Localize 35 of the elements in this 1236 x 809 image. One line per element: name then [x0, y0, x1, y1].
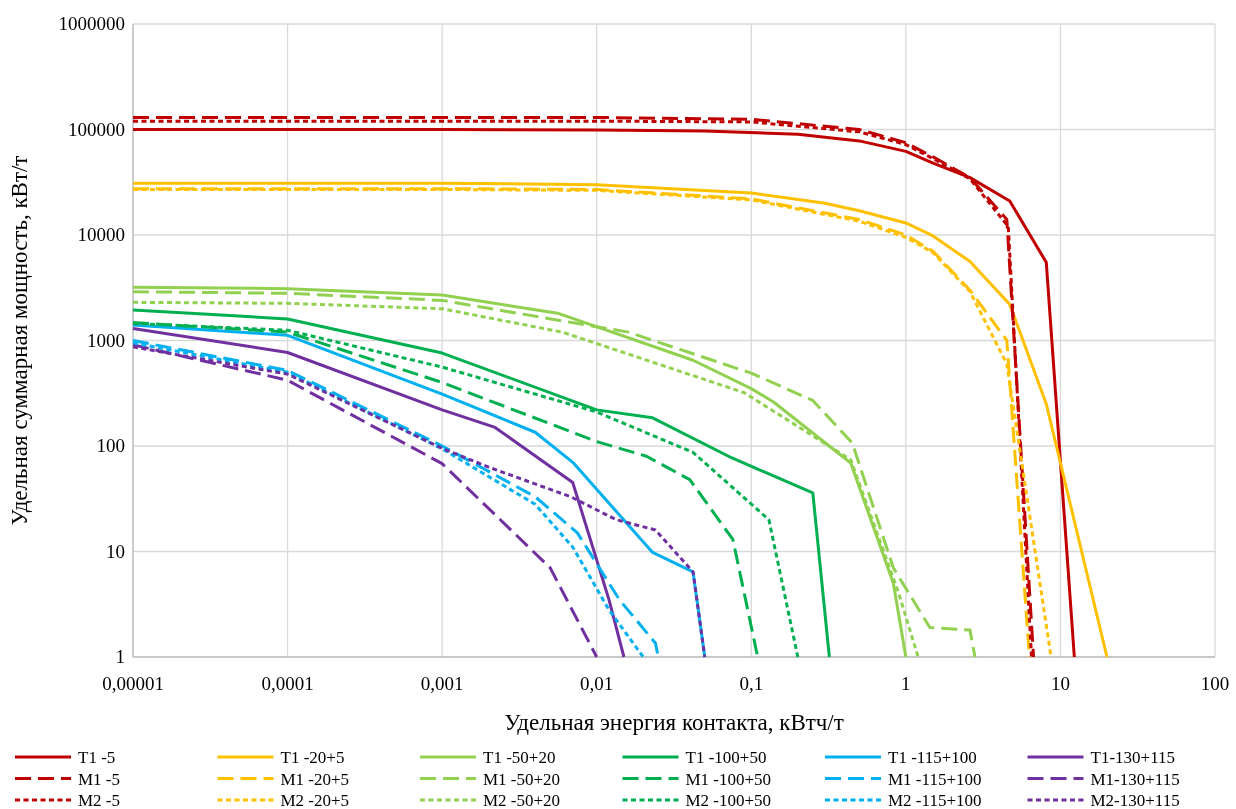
x-tick-label: 0,1 — [739, 673, 764, 694]
x-tick-label: 0,001 — [420, 673, 464, 694]
x-tick-label: 0,01 — [580, 673, 614, 694]
legend-label: T1 -5 — [78, 748, 116, 767]
y-tick-label: 1000 — [87, 329, 125, 351]
y-tick-label: 10000 — [77, 224, 125, 245]
y-axis-title: Удельная суммарная мощность, кВт/т — [7, 155, 32, 526]
x-tick-label: 10 — [1050, 673, 1070, 694]
legend-label: T1-130+115 — [1090, 748, 1176, 767]
legend-label: T1 -115+100 — [888, 748, 977, 767]
legend-label: M1 -115+100 — [888, 769, 982, 789]
x-tick-label: 1 — [901, 673, 911, 694]
legend-label: M2 -100+50 — [685, 791, 772, 809]
legend-label: M1 -50+20 — [483, 769, 561, 789]
x-tick-label: 0,00001 — [102, 673, 164, 694]
x-axis-title: Удельная энергия контакта, кВтч/т — [504, 710, 844, 735]
y-tick-label: 100000 — [68, 118, 125, 140]
y-tick-label: 100 — [96, 435, 125, 456]
legend-label: M1 -20+5 — [280, 769, 350, 789]
legend-label: M2 -115+100 — [888, 791, 982, 809]
legend-label: M1 -5 — [78, 769, 121, 789]
legend-label: M2-130+115 — [1090, 791, 1180, 809]
x-tick-label: 100 — [1200, 673, 1230, 694]
legend-label: M2 -5 — [78, 791, 121, 809]
legend-label: T1 -50+20 — [483, 748, 556, 767]
legend-label: T1 -20+5 — [280, 748, 345, 767]
legend-label: M2 -50+20 — [483, 791, 561, 809]
y-tick-label: 1 — [115, 646, 125, 667]
y-tick-label: 1000000 — [58, 13, 125, 34]
x-tick-label: 0,0001 — [261, 673, 314, 694]
legend-label: M2 -20+5 — [280, 791, 350, 809]
y-tick-label: 10 — [106, 540, 125, 562]
legend-label: M1 -100+50 — [685, 769, 772, 789]
legend-label: M1-130+115 — [1090, 769, 1180, 789]
legend-label: T1 -100+50 — [685, 748, 767, 767]
